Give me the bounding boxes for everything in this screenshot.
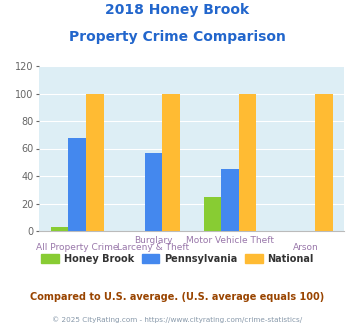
Bar bbox=[162, 93, 180, 231]
Legend: Honey Brook, Pennsylvania, National: Honey Brook, Pennsylvania, National bbox=[37, 249, 318, 267]
Bar bbox=[145, 152, 162, 231]
Text: Burglary: Burglary bbox=[134, 236, 173, 245]
Bar bbox=[203, 197, 221, 231]
Text: Arson: Arson bbox=[293, 243, 319, 251]
Bar bbox=[221, 169, 239, 231]
Text: Compared to U.S. average. (U.S. average equals 100): Compared to U.S. average. (U.S. average … bbox=[31, 292, 324, 302]
Text: © 2025 CityRating.com - https://www.cityrating.com/crime-statistics/: © 2025 CityRating.com - https://www.city… bbox=[53, 317, 302, 323]
Bar bbox=[315, 93, 333, 231]
Text: Larceny & Theft: Larceny & Theft bbox=[118, 243, 190, 251]
Text: 2018 Honey Brook: 2018 Honey Brook bbox=[105, 3, 250, 17]
Bar bbox=[69, 138, 86, 231]
Bar bbox=[86, 93, 104, 231]
Text: All Property Crime: All Property Crime bbox=[36, 243, 119, 251]
Bar bbox=[239, 93, 256, 231]
Text: Motor Vehicle Theft: Motor Vehicle Theft bbox=[186, 236, 274, 245]
Bar bbox=[51, 227, 69, 231]
Text: Property Crime Comparison: Property Crime Comparison bbox=[69, 30, 286, 44]
